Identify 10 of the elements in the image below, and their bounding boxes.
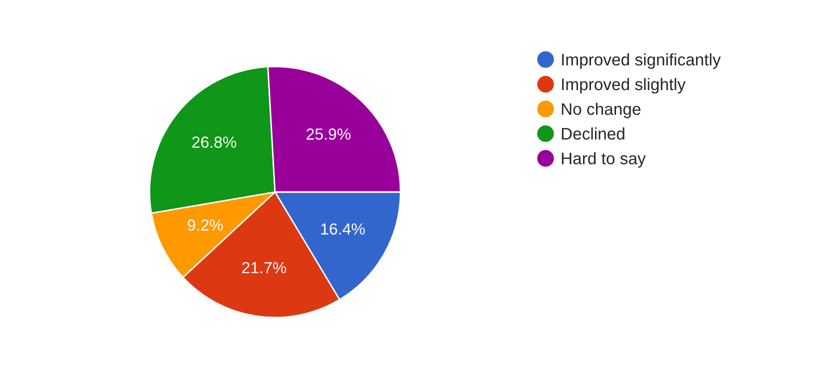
legend-label: Declined bbox=[562, 127, 624, 140]
data-label: 9.2% bbox=[188, 219, 223, 231]
data-label: 25.9% bbox=[306, 128, 351, 140]
legend-label: Improved slightly bbox=[562, 78, 686, 94]
legend-label: Hard to say bbox=[562, 152, 646, 168]
data-label: 21.7% bbox=[242, 262, 286, 274]
data-label: 26.8% bbox=[192, 136, 236, 148]
legend-label: Improved significantly bbox=[562, 53, 721, 69]
data-label: 16.4% bbox=[321, 223, 365, 235]
legend-label: No change bbox=[562, 102, 640, 118]
